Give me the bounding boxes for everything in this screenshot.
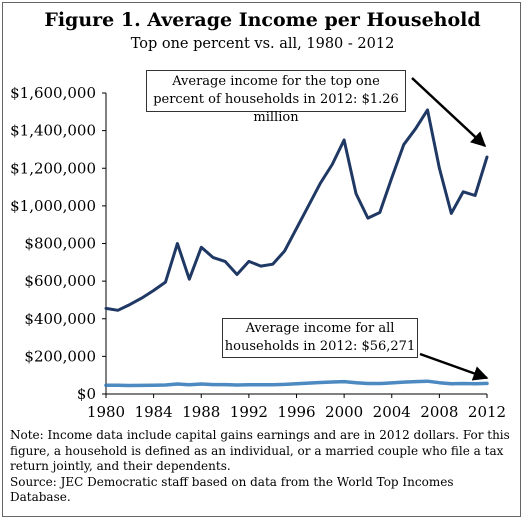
y-tick-label: $200,000 bbox=[24, 347, 96, 365]
source-text: Source: JEC Democratic staff based on da… bbox=[10, 474, 454, 505]
y-tick-label: $400,000 bbox=[24, 310, 96, 328]
y-tick-label: $1,200,000 bbox=[10, 159, 96, 177]
series-line-all-households bbox=[104, 379, 489, 388]
figure-notes: Note: Income data include capital gains … bbox=[10, 428, 515, 506]
x-tick-label: 1980 bbox=[87, 403, 125, 421]
y-tick-label: $1,000,000 bbox=[10, 197, 96, 215]
chart-title: Figure 1. Average Income per Household bbox=[44, 9, 481, 31]
annotation-top-percent: Average income for the top one percent o… bbox=[146, 70, 406, 125]
annotation-all-households: Average income for all households in 201… bbox=[222, 318, 418, 358]
y-tick-label: $1,600,000 bbox=[10, 84, 96, 102]
x-tick-label: 2008 bbox=[420, 403, 458, 421]
y-tick-label: $600,000 bbox=[24, 272, 96, 290]
x-tick-label: 1992 bbox=[230, 403, 268, 421]
chart-subtitle: Top one percent vs. all, 1980 - 2012 bbox=[130, 36, 395, 52]
y-tick-label: $1,400,000 bbox=[10, 122, 96, 140]
note-text: Note: Income data include capital gains … bbox=[10, 428, 510, 473]
series-line-top-one-percent bbox=[104, 108, 489, 312]
x-tick-label: 2012 bbox=[468, 403, 506, 421]
x-tick-label: 2000 bbox=[325, 403, 363, 421]
annotation-arrow-top bbox=[411, 77, 487, 148]
figure-frame bbox=[2, 2, 521, 517]
y-tick-label: $800,000 bbox=[24, 235, 96, 253]
annotation-arrow-all bbox=[419, 352, 489, 381]
x-tick-label: 1996 bbox=[277, 403, 315, 421]
y-tick-label: $0 bbox=[77, 385, 96, 403]
x-tick-label: 1988 bbox=[182, 403, 220, 421]
x-tick-label: 1984 bbox=[135, 403, 173, 421]
x-tick-label: 2004 bbox=[373, 403, 411, 421]
